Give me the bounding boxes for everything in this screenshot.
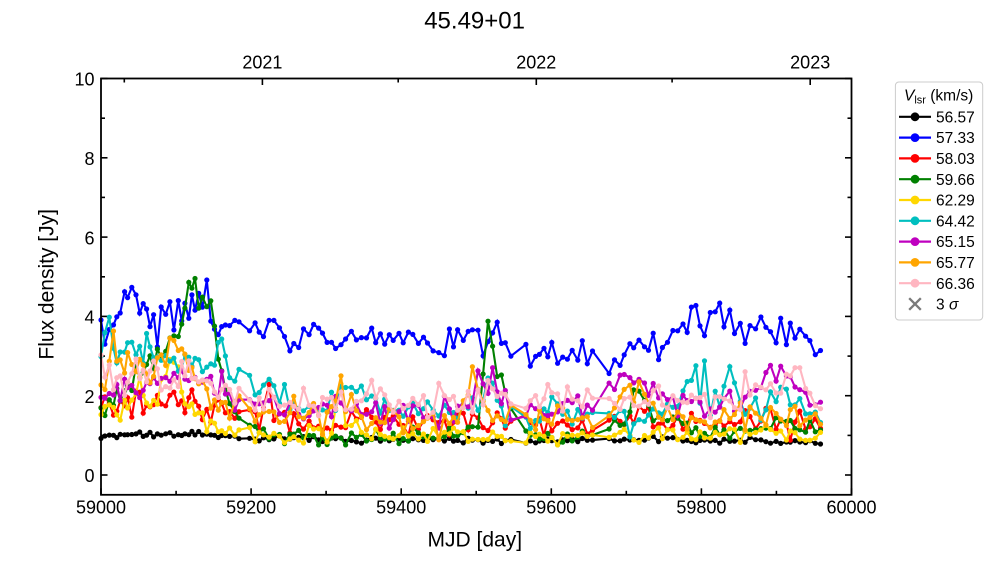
svg-text:65.77: 65.77 xyxy=(936,255,975,272)
svg-text:2022: 2022 xyxy=(516,53,556,73)
svg-text:Vlsr (km/s): Vlsr (km/s) xyxy=(904,88,973,107)
svg-text:6: 6 xyxy=(84,228,94,248)
svg-text:59200: 59200 xyxy=(226,498,276,518)
svg-text:4: 4 xyxy=(84,308,94,328)
svg-text:59600: 59600 xyxy=(526,498,576,518)
svg-text:56.57: 56.57 xyxy=(936,109,975,126)
svg-text:Flux density [Jy]: Flux density [Jy] xyxy=(36,209,59,360)
svg-text:58.03: 58.03 xyxy=(936,151,975,168)
svg-text:59400: 59400 xyxy=(376,498,426,518)
svg-text:57.33: 57.33 xyxy=(936,130,975,147)
svg-text:62.29: 62.29 xyxy=(936,193,975,210)
svg-text:59800: 59800 xyxy=(676,498,726,518)
svg-text:3 σ: 3 σ xyxy=(936,297,959,314)
svg-text:2: 2 xyxy=(84,387,94,407)
svg-text:45.49+01: 45.49+01 xyxy=(424,8,525,35)
svg-text:64.42: 64.42 xyxy=(936,213,975,230)
svg-text:10: 10 xyxy=(74,70,94,90)
svg-text:59000: 59000 xyxy=(76,498,126,518)
svg-text:59.66: 59.66 xyxy=(936,172,975,189)
svg-text:65.15: 65.15 xyxy=(936,234,975,251)
svg-text:60000: 60000 xyxy=(826,498,876,518)
svg-text:2023: 2023 xyxy=(790,53,830,73)
svg-text:2021: 2021 xyxy=(242,53,282,73)
svg-text:8: 8 xyxy=(84,149,94,169)
svg-text:0: 0 xyxy=(84,466,94,486)
svg-text:MJD [day]: MJD [day] xyxy=(428,529,523,552)
svg-text:66.36: 66.36 xyxy=(936,276,975,293)
